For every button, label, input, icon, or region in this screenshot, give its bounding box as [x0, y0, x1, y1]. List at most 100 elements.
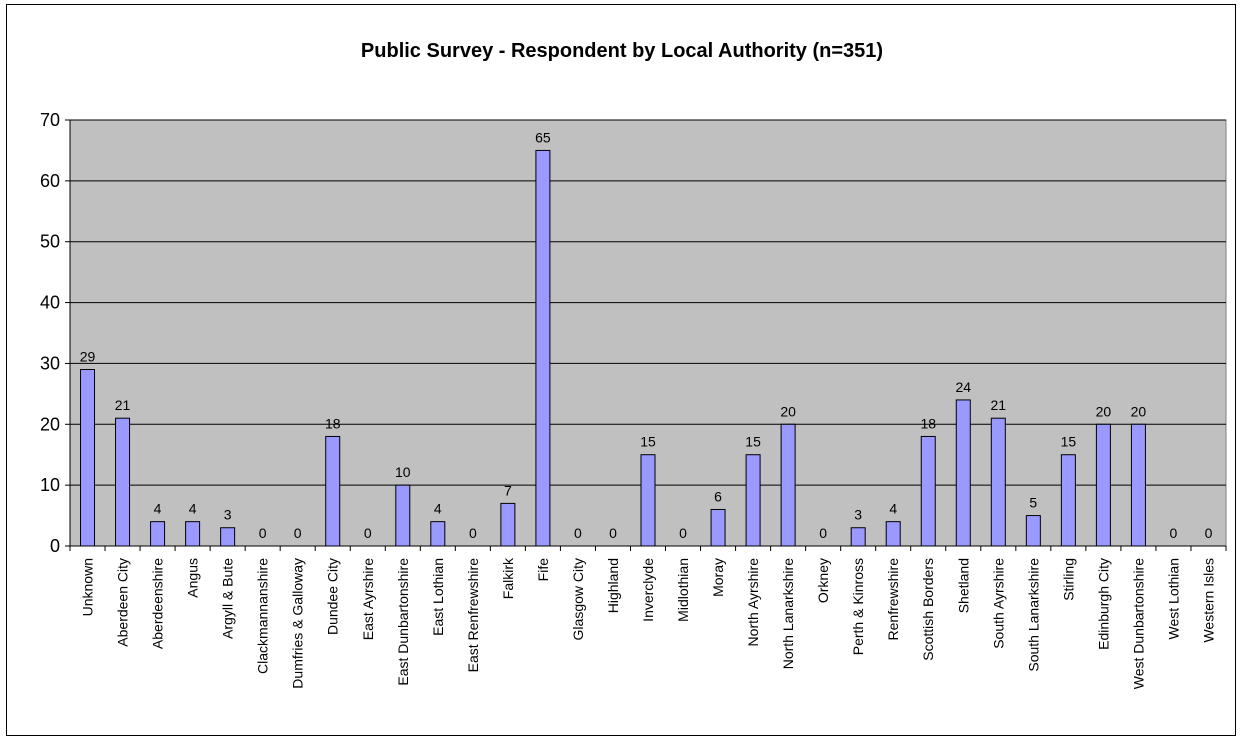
x-tick-label: Highland	[605, 558, 621, 613]
data-label: 20	[780, 403, 796, 419]
x-tick-label: North Lanarkshire	[780, 558, 796, 669]
x-tick-label: West Dunbartonshire	[1130, 558, 1146, 689]
x-tick-label: North Ayrshire	[745, 558, 761, 647]
data-label: 0	[1205, 525, 1213, 541]
data-label: 0	[679, 525, 687, 541]
data-label: 24	[955, 379, 971, 395]
data-label: 0	[574, 525, 582, 541]
x-tick-label: Aberdeen City	[115, 558, 131, 647]
x-tick-label: Dundee City	[325, 558, 341, 635]
y-tick-label: 30	[40, 353, 60, 373]
y-axis: 0 10 20 30 40 50 60 70	[40, 110, 71, 556]
x-tick-label: East Dunbartonshire	[395, 558, 411, 686]
bar	[430, 521, 446, 547]
x-tick-label: Western Isles	[1200, 558, 1216, 643]
x-tick-label: Fife	[535, 558, 551, 582]
data-label: 18	[325, 415, 341, 431]
bar	[325, 435, 341, 547]
bar	[1130, 423, 1146, 547]
y-tick-label: 50	[40, 232, 60, 252]
data-label: 15	[745, 434, 761, 450]
bar	[500, 502, 516, 547]
data-label: 29	[80, 349, 96, 365]
x-tick-label: East Lothian	[430, 558, 446, 636]
data-label: 0	[469, 525, 477, 541]
bar	[990, 417, 1006, 547]
x-tick-label: East Renfrewshire	[465, 558, 481, 673]
bar	[1095, 423, 1111, 547]
bars	[80, 149, 1146, 547]
y-tick-label: 40	[40, 293, 60, 313]
bar	[850, 527, 866, 547]
data-label: 21	[115, 397, 131, 413]
data-label: 3	[224, 507, 232, 523]
x-tick-label: Angus	[185, 558, 201, 598]
bar	[1060, 454, 1076, 547]
data-label: 18	[920, 415, 936, 431]
y-tick-label: 0	[50, 536, 60, 556]
data-label: 10	[395, 464, 411, 480]
x-tick-label: Perth & Kinross	[850, 558, 866, 655]
x-tick-label: West Lothian	[1165, 558, 1181, 639]
x-tick-label: Stirling	[1060, 558, 1076, 601]
data-label: 4	[889, 501, 897, 517]
x-tick-label: Unknown	[80, 558, 96, 616]
x-tick-label: East Ayrshire	[360, 558, 376, 640]
bar	[955, 399, 971, 547]
x-tick-label: Renfrewshire	[885, 558, 901, 641]
x-tick-label: Scottish Borders	[920, 558, 936, 661]
bar	[535, 149, 551, 547]
data-label: 0	[819, 525, 827, 541]
x-axis: Unknown Aberdeen City Aberdeenshire Angus Ar…	[69, 545, 1227, 689]
bar	[885, 521, 901, 547]
data-label: 0	[1170, 525, 1178, 541]
gridlines	[70, 119, 1226, 486]
data-label: 3	[854, 507, 862, 523]
x-tick-label: Midlothian	[675, 558, 691, 622]
x-tick-label: Moray	[710, 558, 726, 597]
data-label: 15	[1061, 434, 1077, 450]
x-tick-label: Orkney	[815, 558, 831, 603]
data-label: 15	[640, 434, 656, 450]
data-label: 0	[609, 525, 617, 541]
bar	[640, 454, 656, 547]
data-label: 4	[154, 501, 162, 517]
data-label: 20	[1131, 403, 1147, 419]
data-labels: 29 21 4 4 3 0 0 18 0 10 4 0 7 65 0 0 15 0 6 15 20 0 3 4 18 24 21 5 1…	[80, 129, 1213, 541]
data-label: 20	[1096, 403, 1112, 419]
x-tick-label: Clackmannanshire	[255, 558, 271, 674]
x-tick-label: South Lanarkshire	[1025, 558, 1041, 672]
bar	[395, 484, 411, 547]
bar	[185, 521, 201, 547]
data-label: 0	[364, 525, 372, 541]
bar	[1025, 515, 1041, 547]
data-label: 0	[259, 525, 267, 541]
data-label: 21	[991, 397, 1007, 413]
bar	[920, 435, 936, 547]
y-tick-label: 70	[40, 110, 60, 130]
y-tick-label: 60	[40, 171, 60, 191]
bar	[150, 521, 166, 547]
data-label: 4	[189, 501, 197, 517]
bar	[115, 417, 131, 547]
bar	[220, 527, 236, 547]
x-tick-label: Glasgow City	[570, 558, 586, 640]
bar	[780, 423, 796, 547]
x-tick-label: Inverclyde	[640, 558, 656, 622]
data-label: 65	[535, 129, 551, 145]
data-label: 6	[714, 488, 722, 504]
data-label: 0	[294, 525, 302, 541]
x-tick-label: Aberdeenshire	[150, 558, 166, 649]
x-tick-label: Edinburgh City	[1095, 558, 1111, 650]
data-label: 4	[434, 501, 442, 517]
chart-title: Public Survey - Respondent by Local Auth…	[361, 40, 883, 62]
data-label: 7	[504, 482, 512, 498]
x-tick-label: Argyll & Bute	[220, 558, 236, 639]
x-tick-label: Falkirk	[500, 557, 516, 599]
y-tick-label: 20	[40, 414, 60, 434]
bar	[80, 369, 96, 547]
bar	[745, 454, 761, 547]
data-label: 5	[1029, 495, 1037, 511]
y-tick-label: 10	[40, 475, 60, 495]
